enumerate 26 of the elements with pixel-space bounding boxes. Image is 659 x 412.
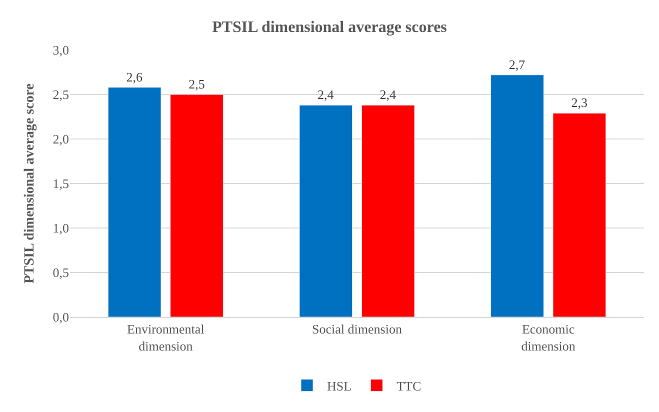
y-tick-label: 0,0 bbox=[52, 310, 69, 325]
bar bbox=[108, 87, 162, 317]
bar bbox=[552, 112, 606, 317]
data-label: 2,7 bbox=[508, 56, 526, 72]
legend-label: TTC bbox=[396, 378, 422, 394]
bar bbox=[361, 104, 415, 317]
data-label: 2,3 bbox=[571, 95, 588, 110]
bar bbox=[299, 104, 353, 317]
x-tick-label: Economic dimension bbox=[521, 322, 576, 354]
y-tick-label: 0,5 bbox=[52, 265, 69, 280]
y-tick-label: 2,0 bbox=[52, 132, 69, 147]
data-label: 2,6 bbox=[126, 69, 143, 84]
chart-title: PTSIL dimensional average scores bbox=[212, 18, 447, 36]
x-tick-label: Environmental dimension bbox=[127, 322, 205, 354]
bar bbox=[170, 94, 224, 317]
y-tick-label: 1,5 bbox=[52, 176, 69, 192]
y-axis-title: PTSIL dimensional average score bbox=[22, 83, 38, 284]
data-label: 2,5 bbox=[188, 76, 205, 92]
x-tick-label: Social dimension bbox=[312, 322, 402, 337]
y-tick-label: 3,0 bbox=[52, 42, 69, 58]
legend-label: HSL bbox=[327, 378, 352, 394]
y-tick-label: 2,5 bbox=[52, 87, 69, 102]
data-label: 2,4 bbox=[380, 87, 396, 102]
bar bbox=[490, 74, 544, 317]
y-tick-label: 1,0 bbox=[52, 220, 69, 236]
data-label: 2,4 bbox=[318, 87, 334, 102]
